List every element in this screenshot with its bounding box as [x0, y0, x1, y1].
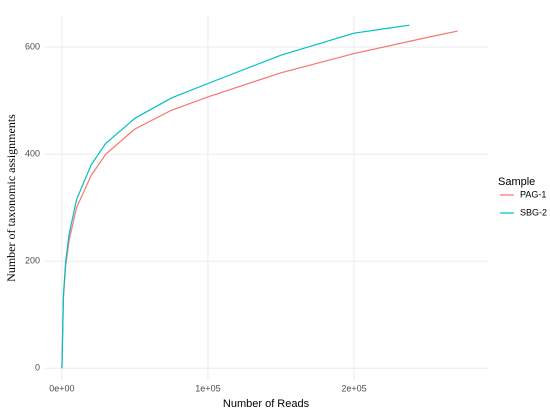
x-tick-label: 2e+05: [341, 383, 366, 393]
y-tick-label: 200: [25, 256, 40, 266]
y-tick-label: 400: [25, 149, 40, 159]
y-axis-title: Number of taxonomic assignments: [4, 114, 18, 282]
line: [61, 24, 410, 369]
x-axis-title: Number of Reads: [223, 398, 310, 410]
line: [61, 30, 458, 369]
legend-label: SBG-2: [520, 207, 547, 217]
x-tick-label: 0e+00: [49, 383, 74, 393]
y-tick-label: 600: [25, 41, 40, 51]
legend-label: PAG-1: [520, 189, 546, 199]
y-tick-label: 0: [35, 363, 40, 373]
legend-title: Sample: [498, 176, 535, 188]
x-tick-label: 1e+05: [195, 383, 220, 393]
